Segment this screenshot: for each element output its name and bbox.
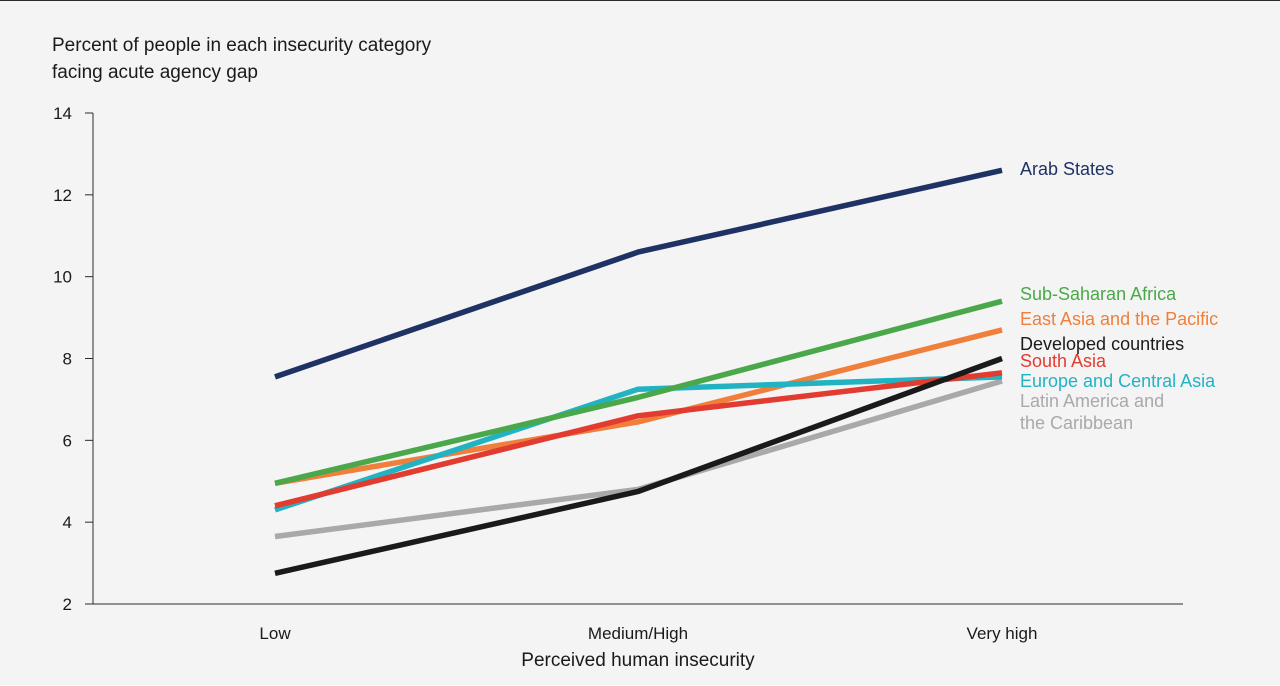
y-axis-title-line-2: facing acute agency gap: [52, 62, 258, 83]
series-label-5: Europe and Central Asia: [1020, 371, 1216, 391]
series-line-4: [274, 370, 1003, 509]
series-line-1: [274, 298, 1003, 486]
series-label-0: Arab States: [1020, 159, 1114, 179]
series-labels: Arab States Sub-Saharan Africa East Asia a…: [1020, 159, 1218, 433]
x-axis-title: Perceived human insecurity: [521, 650, 755, 671]
series-label-2: East Asia and the Pacific: [1020, 309, 1218, 329]
y-tick-label: 12: [53, 186, 72, 205]
y-axis-title-line-1: Percent of people in each insecurity cat…: [52, 35, 432, 56]
series-line-3: [274, 355, 1003, 576]
y-ticks: 2 4 6 8 10 12 14: [53, 104, 93, 614]
x-tick-label: Very high: [967, 624, 1038, 643]
x-ticks: Low Medium/High Very high: [259, 624, 1037, 643]
y-tick-label: 4: [63, 513, 72, 532]
x-tick-label: Low: [259, 624, 291, 643]
series-label-6: Latin America and the Caribbean: [1020, 391, 1164, 433]
x-tick-label: Medium/High: [588, 624, 688, 643]
series-label-1: Sub-Saharan Africa: [1020, 284, 1177, 304]
series-line-5: [274, 374, 1003, 513]
y-tick-label: 6: [63, 431, 72, 450]
series-label-4: South Asia: [1020, 351, 1107, 371]
y-tick-label: 10: [53, 268, 72, 287]
y-tick-label: 14: [53, 104, 72, 123]
y-tick-label: 8: [63, 350, 72, 369]
series-line-2: [274, 327, 1003, 487]
series-lines: [274, 167, 1003, 576]
series-label-3: Developed countries: [1020, 334, 1184, 354]
series-line-0: [274, 167, 1003, 380]
y-tick-label: 2: [63, 595, 72, 614]
